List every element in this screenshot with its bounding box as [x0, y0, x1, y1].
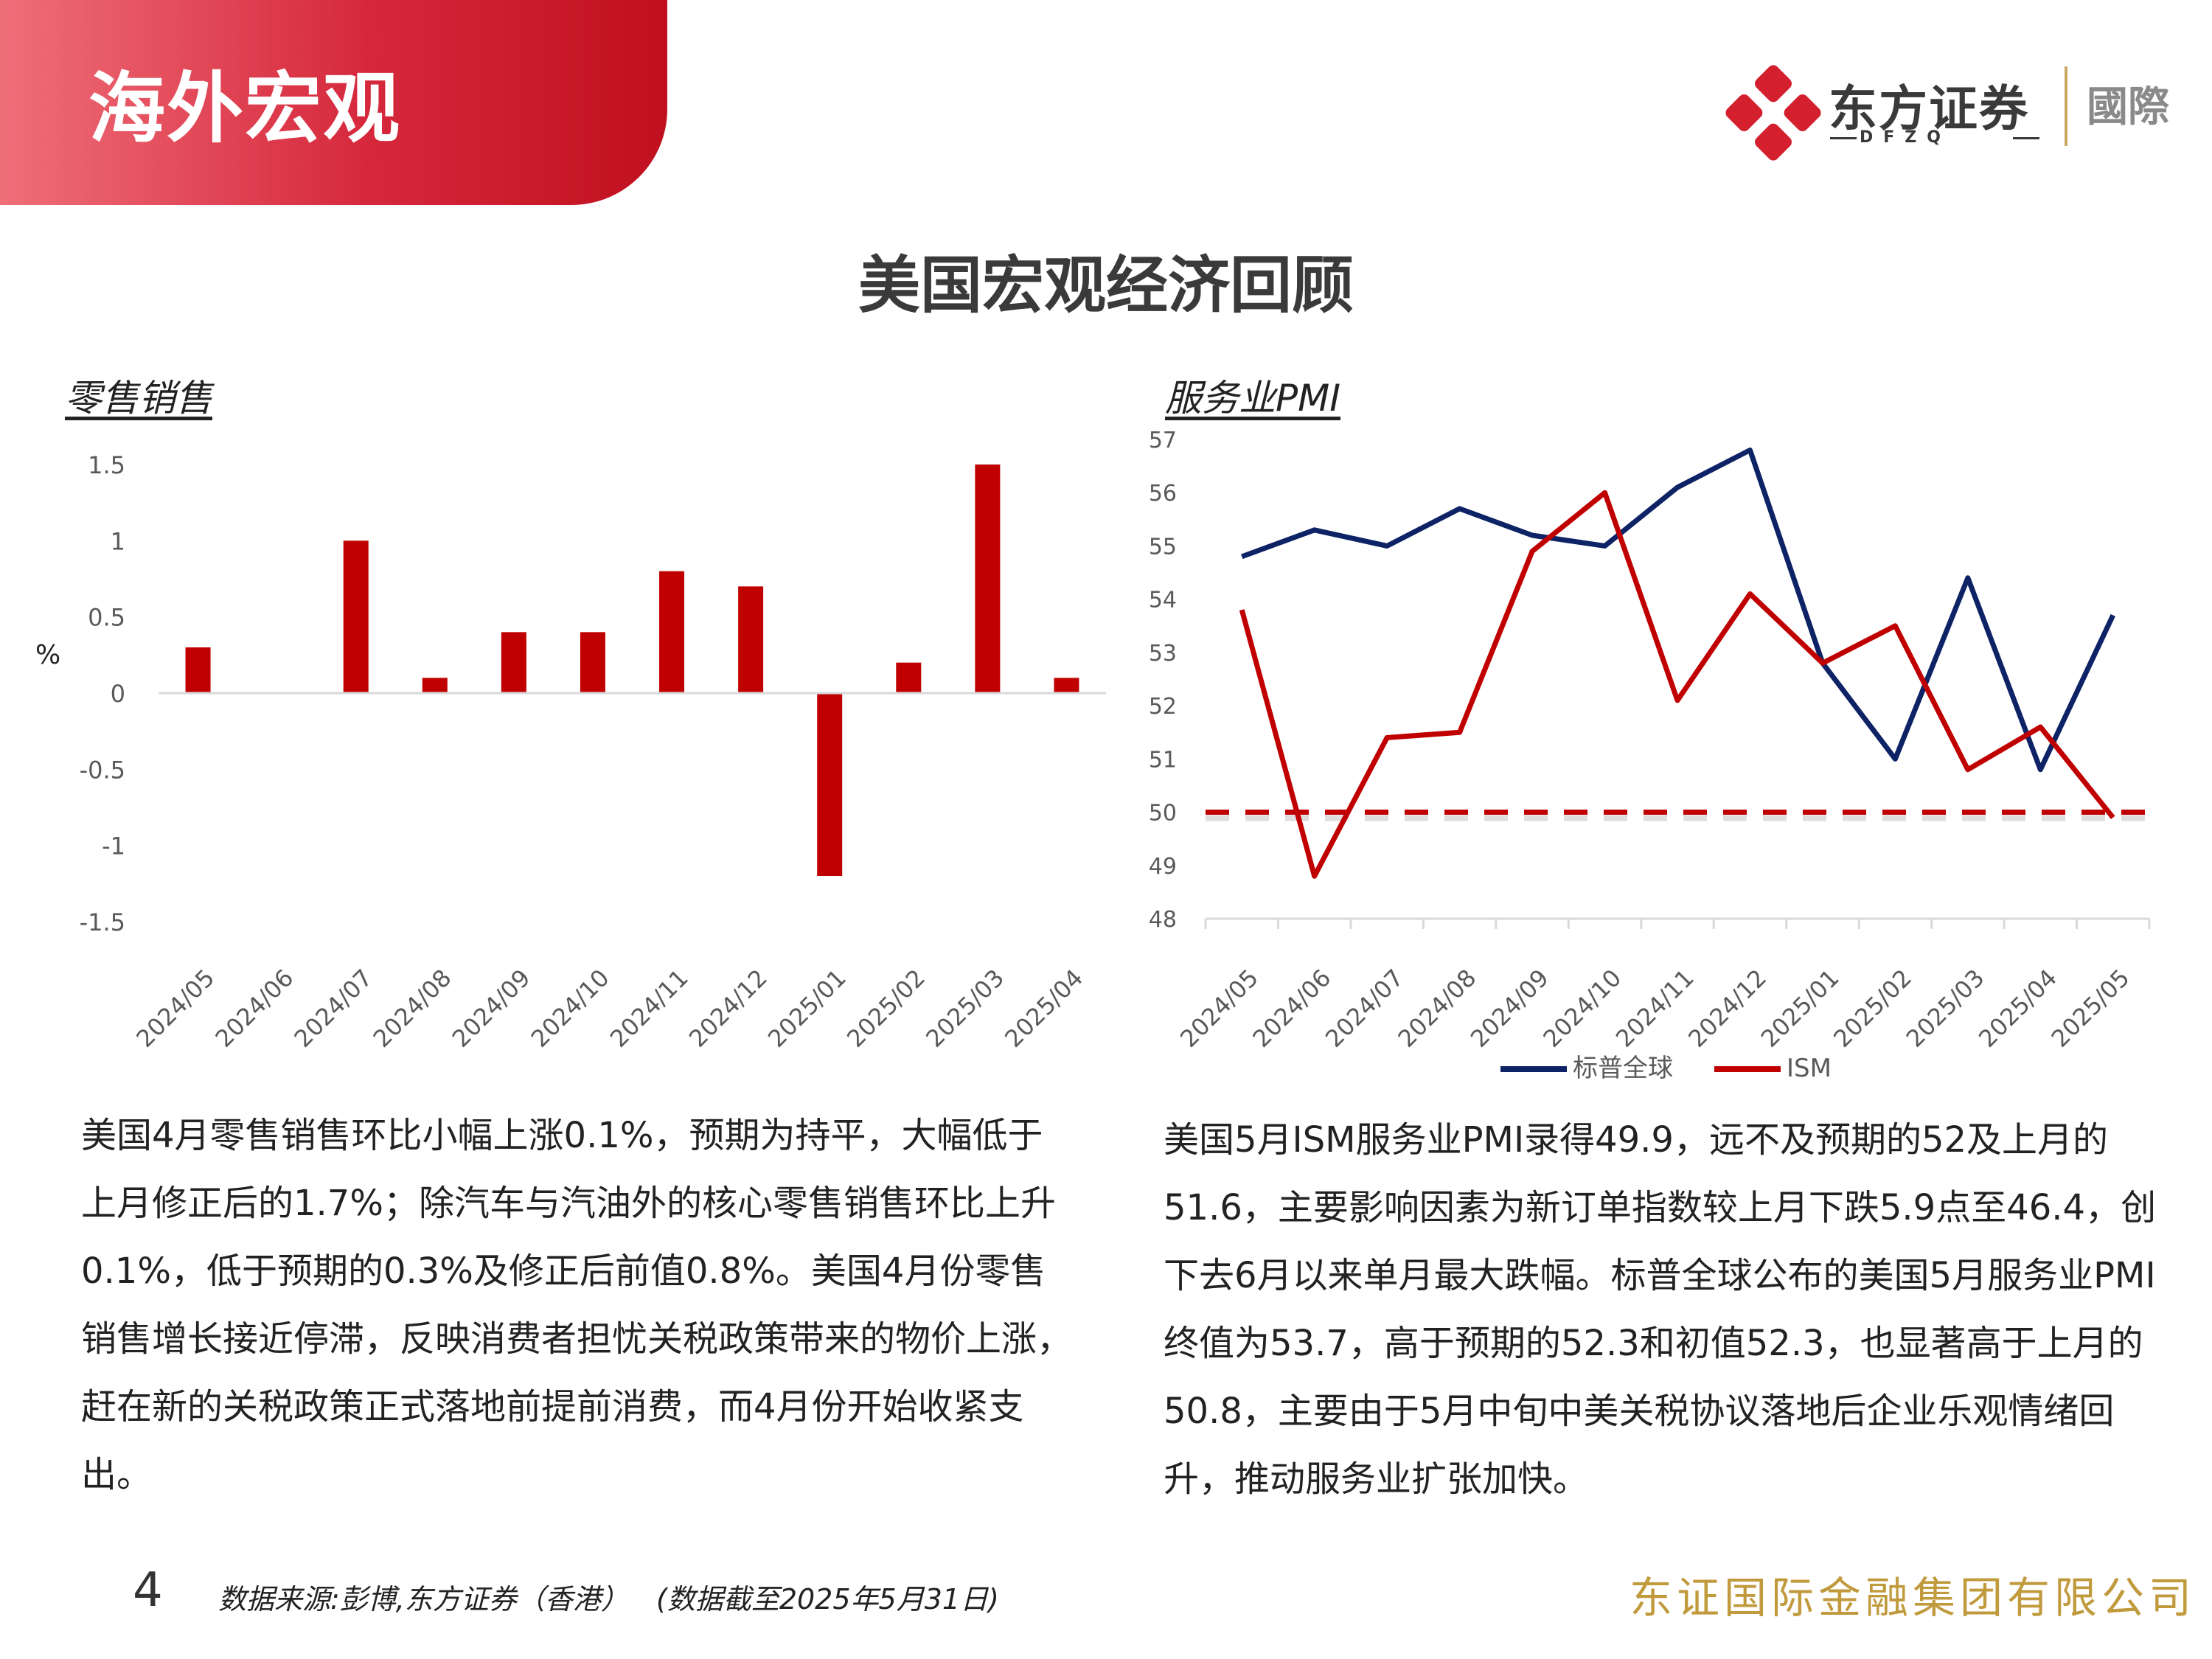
y-tick-label: 50 — [1149, 801, 1177, 827]
series-line-sp-global — [1241, 447, 2115, 773]
y-tick-label: -0.5 — [80, 756, 125, 784]
data-date-note: (数据截至2025年5月31日) — [656, 1583, 999, 1615]
x-tick-label: 2025/05 — [2046, 964, 2135, 1053]
bar — [896, 662, 922, 693]
x-tick-label: 2024/08 — [1393, 964, 1482, 1053]
y-tick-label: 48 — [1149, 907, 1177, 933]
y-tick-label: 54 — [1149, 588, 1177, 613]
x-tick-label: 2025/02 — [841, 964, 931, 1053]
y-tick-label: -1.5 — [80, 908, 125, 936]
y-tick-label: 1.5 — [88, 451, 125, 479]
bar — [1054, 678, 1079, 693]
bar — [343, 540, 369, 693]
legend-label: 标普全球 — [1573, 1054, 1673, 1083]
x-tick-label: 2025/01 — [1756, 964, 1845, 1053]
y-tick-label: -1 — [102, 832, 125, 860]
logo-mark-icon — [1725, 65, 1821, 161]
series-line-ism — [1239, 490, 2115, 879]
y-tick-label: 0.5 — [88, 604, 125, 632]
page-title: 美国宏观经济回顾 — [858, 249, 1354, 321]
bar — [580, 632, 605, 693]
legend-label: ISM — [1787, 1054, 1832, 1083]
x-tick-label: 2025/02 — [1828, 964, 1917, 1053]
x-tick-label: 2024/07 — [1320, 964, 1409, 1053]
company-logo: 东方证券 DFZQ 國際 — [1725, 65, 2183, 161]
x-tick-label: 2024/06 — [210, 964, 299, 1053]
x-tick-label: 2025/01 — [762, 964, 852, 1053]
y-tick-label: 0 — [111, 680, 125, 708]
y-tick-label: 57 — [1149, 428, 1177, 453]
pmi-commentary: 美国5月ISM服务业PMI录得49.9，远不及预期的52及上月的51.6，主要影… — [1164, 1119, 2157, 1500]
bar — [975, 465, 1001, 693]
x-tick-label: 2024/12 — [1683, 964, 1772, 1053]
x-tick-label: 2024/11 — [1610, 964, 1700, 1053]
x-tick-label: 2025/04 — [1973, 964, 2062, 1053]
y-tick-label: 51 — [1149, 747, 1177, 773]
x-tick-label: 2024/07 — [289, 964, 378, 1053]
x-tick-label: 2024/05 — [1175, 964, 1264, 1053]
x-tick-label: 2024/09 — [447, 964, 536, 1053]
x-tick-label: 2024/11 — [605, 964, 694, 1053]
y-tick-label: 56 — [1149, 481, 1177, 507]
x-tick-label: 2025/03 — [1901, 964, 1990, 1053]
page-number: 4 — [133, 1563, 163, 1618]
section-header-tab: 海外宏观 — [0, 0, 667, 205]
bar — [817, 693, 843, 876]
bar — [659, 571, 685, 693]
data-source: 数据来源:彭博,东方证券（香港） — [218, 1583, 629, 1615]
y-tick-label: 53 — [1149, 641, 1177, 667]
bar — [501, 632, 526, 693]
logo-intl: 國際 — [2087, 83, 2169, 131]
y-tick-label: 55 — [1149, 534, 1177, 560]
x-tick-label: 2024/09 — [1465, 964, 1554, 1053]
y-tick-label: 49 — [1149, 854, 1177, 880]
logo-rule-left — [1830, 137, 1857, 139]
y-axis-unit-label: % — [35, 640, 60, 670]
x-tick-label: 2024/05 — [131, 964, 220, 1053]
x-tick-label: 2025/03 — [920, 964, 1009, 1053]
logo-rule-right — [2013, 137, 2039, 139]
retail-commentary: 美国4月零售销售环比小幅上涨0.1%，预期为持平，大幅低于上月修正后的1.7%；… — [81, 1115, 1073, 1495]
bar — [738, 586, 764, 693]
logo-divider — [2065, 66, 2067, 146]
x-tick-label: 2024/10 — [526, 964, 615, 1053]
x-tick-label: 2024/10 — [1537, 964, 1627, 1053]
section-title: 海外宏观 — [88, 63, 402, 153]
x-tick-label: 2024/06 — [1248, 964, 1337, 1053]
x-tick-label: 2024/12 — [684, 964, 773, 1053]
x-tick-label: 2025/04 — [999, 964, 1088, 1053]
pmi-chart-title: 服务业PMI — [1165, 377, 1341, 420]
services-pmi-line-chart: 575655545352515049482024/052024/062024/0… — [1149, 428, 2151, 1083]
logo-name-cn: 东方证券 — [1829, 80, 2029, 137]
y-tick-label: 1 — [111, 527, 125, 555]
retail-chart-title: 零售销售 — [65, 377, 212, 420]
logo-name-en: DFZQ — [1860, 128, 1951, 147]
company-name: 东证国际金融集团有限公司 — [1630, 1573, 2197, 1623]
bar — [185, 647, 211, 693]
y-tick-label: 52 — [1149, 694, 1177, 720]
retail-sales-bar-chart: 1.5 1 0.5 0 -0.5 -1 -1.5% 2024/052024/062024/07… — [35, 451, 1106, 1053]
bar — [422, 678, 448, 693]
x-tick-label: 2024/08 — [368, 964, 457, 1053]
